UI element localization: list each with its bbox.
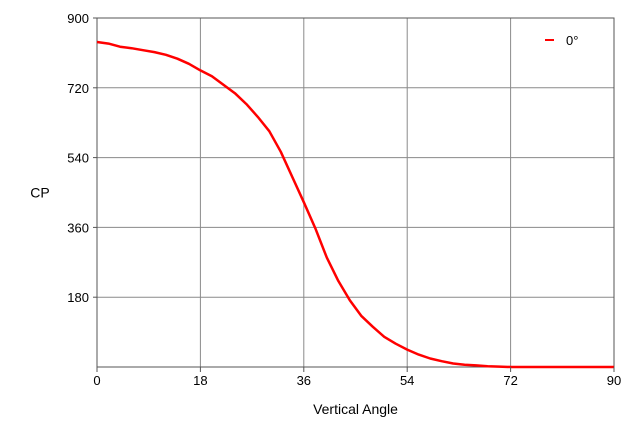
y-tick-label: 900 xyxy=(67,11,89,26)
y-axis-ticks: 180 360 540 720 900 xyxy=(67,11,97,305)
x-tick-label: 18 xyxy=(193,373,207,388)
legend: 0° xyxy=(545,33,578,48)
y-tick-label: 180 xyxy=(67,290,89,305)
x-axis-label: Vertical Angle xyxy=(313,401,398,417)
y-tick-label: 720 xyxy=(67,81,89,96)
y-tick-label: 360 xyxy=(67,220,89,235)
y-axis-label: CP xyxy=(30,185,49,201)
plot-area xyxy=(96,17,615,368)
x-tick-label: 72 xyxy=(503,373,517,388)
x-tick-label: 0 xyxy=(93,373,100,388)
x-tick-label: 36 xyxy=(297,373,311,388)
series-layer xyxy=(96,40,614,369)
series-line-0 xyxy=(96,40,614,369)
x-axis-ticks: 0 18 36 54 72 90 xyxy=(93,367,621,388)
y-tick-label: 540 xyxy=(67,151,89,166)
x-tick-label: 90 xyxy=(607,373,621,388)
x-tick-label: 54 xyxy=(400,373,414,388)
grid xyxy=(97,18,614,367)
legend-label: 0° xyxy=(566,33,578,48)
